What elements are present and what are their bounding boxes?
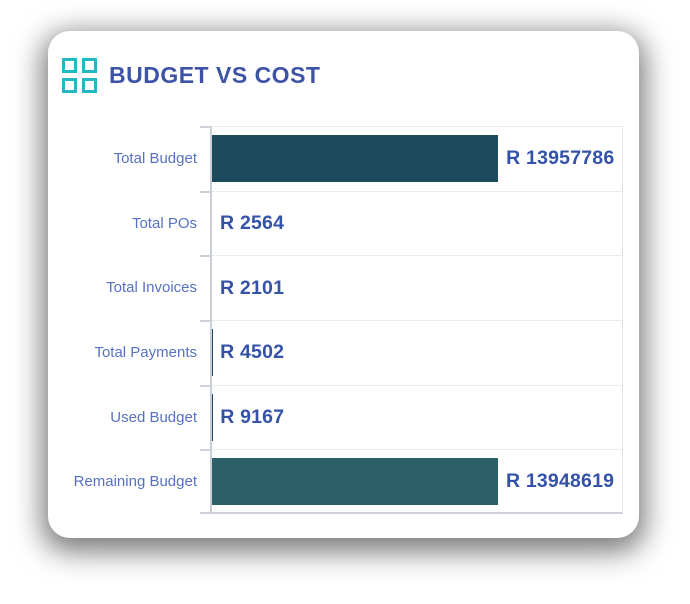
value-label: R 13948619 — [505, 469, 615, 492]
chart-row: Total POs R 2564 — [58, 190, 623, 256]
value-label: R 9167 — [220, 406, 285, 429]
plot-cell: R 2101 — [200, 255, 623, 321]
category-label: Remaining Budget — [73, 473, 197, 491]
plot-cell: R 4502 — [200, 320, 623, 385]
axis-tick — [200, 190, 212, 193]
category-label: Total Payments — [94, 343, 197, 361]
value-label: R 2101 — [220, 276, 285, 299]
chart-row: Total Budget R 13957786 — [58, 126, 623, 191]
axis-tick — [200, 384, 212, 387]
card-title: BUDGET VS COST — [109, 62, 321, 88]
axis-tick — [200, 126, 212, 128]
budget-vs-cost-bar-chart: Total Budget R 13957786 Total POs R 2564 Tot… — [58, 126, 623, 515]
chart-row: Used Budget R 9167 — [58, 384, 623, 450]
category-label: Used Budget — [110, 408, 197, 426]
chart-row: Remaining Budget R 13948619 — [58, 449, 623, 515]
plot-cell: R 2564 — [200, 190, 623, 256]
axis-tick — [200, 449, 212, 452]
plot-cell: R 13948619 — [200, 449, 623, 515]
value-label: R 4502 — [220, 341, 285, 364]
chart-row: Total Invoices R 2101 — [58, 255, 623, 321]
value-label: R 13957786 — [506, 147, 615, 170]
axis-tick — [200, 255, 212, 258]
axis-tick — [200, 320, 212, 323]
grid-icon-square — [82, 78, 97, 93]
card-header: BUDGET VS COST — [48, 31, 639, 93]
value-label: R 2564 — [220, 212, 285, 235]
plot-cell: R 13957786 — [200, 126, 623, 191]
grid-icon-square — [62, 78, 77, 93]
budget-vs-cost-card: BUDGET VS COST Total Budget R 13957786 Tot… — [48, 31, 639, 538]
category-label: Total POs — [131, 214, 197, 232]
bar-total-budget[interactable] — [212, 135, 499, 183]
bar-remaining-budget[interactable] — [212, 457, 498, 505]
plot-cell: R 9167 — [200, 384, 623, 450]
chart-rows: Total Budget R 13957786 Total POs R 2564 Tot… — [58, 126, 623, 515]
category-label: Total Budget — [113, 149, 197, 167]
grid-icon-square — [82, 58, 97, 73]
category-label: Total Invoices — [106, 279, 197, 297]
grid-icon — [62, 58, 97, 93]
grid-icon-square — [62, 58, 77, 73]
chart-row: Total Payments R 4502 — [58, 320, 623, 385]
